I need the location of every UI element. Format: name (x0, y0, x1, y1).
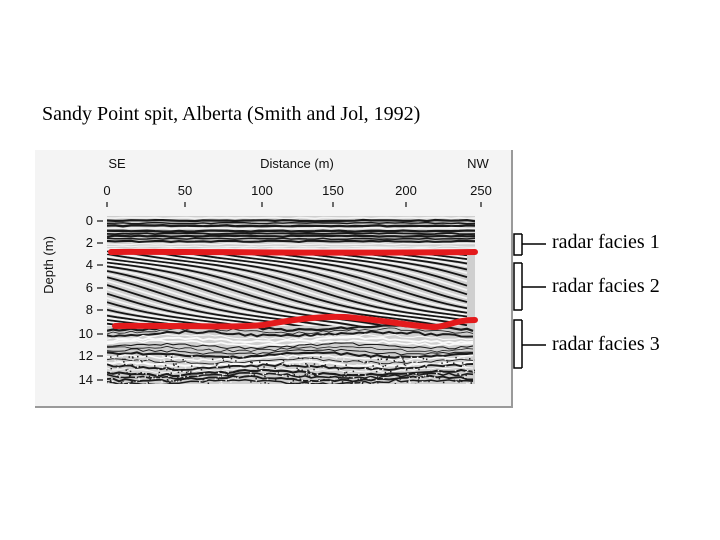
bracket-facies-3 (513, 319, 522, 369)
y-tick-label: 4 (86, 257, 93, 272)
y-tick-label: 6 (86, 280, 93, 295)
distance-axis-label: Distance (m) (260, 156, 334, 171)
direction-label-se: SE (108, 156, 126, 171)
y-tick-label: 8 (86, 302, 93, 317)
facies-label-3: radar facies 3 (552, 333, 660, 355)
facies-label-1: radar facies 1 (552, 231, 660, 253)
bracket-facies-2 (513, 262, 522, 311)
x-tick-label: 100 (251, 183, 273, 198)
leader-facies-1 (521, 234, 546, 255)
x-tick-label: 250 (470, 183, 492, 198)
y-tick-label: 12 (79, 348, 93, 363)
x-tick-label: 0 (103, 183, 110, 198)
gpr-profile-image: SE Distance (m) NW 0 50 100 150 200 250 … (41, 156, 492, 387)
y-tick-label: 2 (86, 235, 93, 250)
radargram (107, 216, 475, 384)
depth-axis-label: Depth (m) (41, 236, 56, 294)
x-tick-label: 150 (322, 183, 344, 198)
x-tick-label: 200 (395, 183, 417, 198)
facies-label-2: radar facies 2 (552, 275, 660, 297)
x-tick-label: 50 (178, 183, 192, 198)
bracket-facies-1 (513, 233, 522, 256)
y-tick-label: 0 (86, 213, 93, 228)
leader-facies-2 (521, 263, 546, 310)
direction-label-nw: NW (467, 156, 489, 171)
y-tick-label: 14 (79, 372, 93, 387)
y-tick-label: 10 (79, 326, 93, 341)
figure-title: Sandy Point spit, Alberta (Smith and Jol… (42, 103, 421, 125)
facies-boundary-upper (108, 248, 478, 256)
leader-facies-3 (521, 320, 546, 368)
facies-boundary-lower (112, 313, 478, 331)
gpr-profile-panel: SE Distance (m) NW 0 50 100 150 200 250 … (35, 150, 513, 408)
